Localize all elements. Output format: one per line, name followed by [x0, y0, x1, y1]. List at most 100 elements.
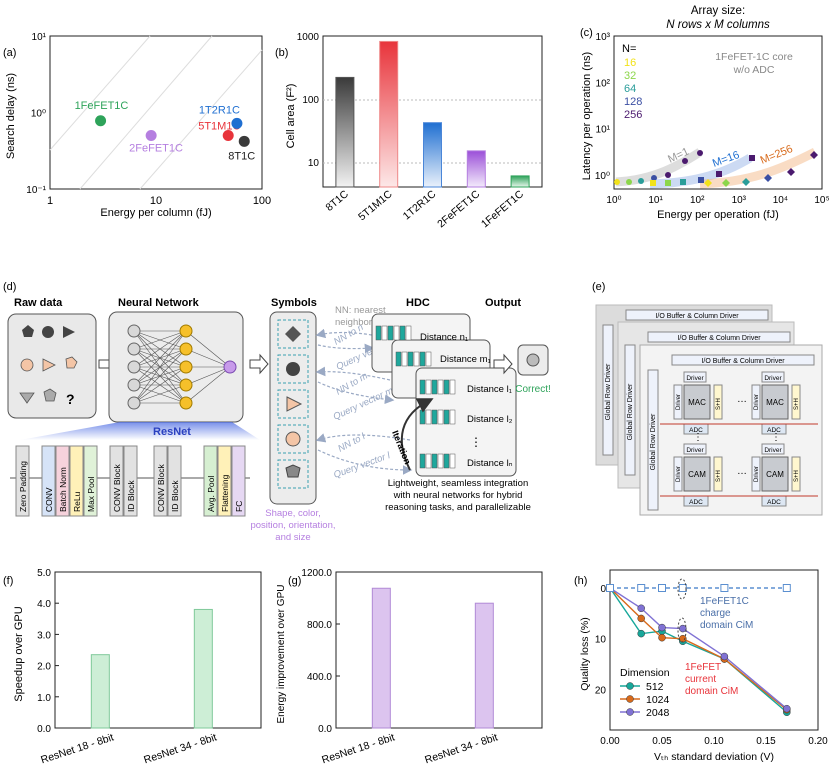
svg-text:Distance lₙ: Distance lₙ — [467, 458, 513, 469]
svg-text:Driver: Driver — [676, 394, 682, 410]
io-buffer — [671, 354, 815, 366]
svg-text:I/O Buffer & Column Driver: I/O Buffer & Column Driver — [655, 313, 739, 320]
global-row-driver — [647, 369, 659, 511]
svg-text:S+H: S+H — [794, 398, 800, 410]
layer-label: Zero Padding — [18, 461, 28, 512]
xtick-a: 100 — [253, 195, 271, 207]
svg-text:charge: charge — [700, 608, 731, 619]
scatter-point — [222, 130, 234, 142]
note-c-2: w/o ADC — [733, 64, 775, 76]
ytick-b: 10 — [308, 158, 320, 169]
layer-block — [55, 445, 70, 517]
ytick-a: 10⁻¹ — [26, 185, 46, 196]
svg-text:1FeFET1C: 1FeFET1C — [700, 596, 749, 607]
svg-text:Global Row Driver: Global Row Driver — [627, 383, 634, 440]
ylabel-f: Speedup over GPU — [13, 606, 25, 701]
point-label: 1FeFET1C — [75, 100, 129, 112]
point-label: 8T1C — [228, 150, 255, 162]
xtick-h: 0.05 — [652, 736, 672, 747]
question-mark: ? — [66, 391, 75, 407]
axis-ticks-c: 10⁰ 10¹ 10² 10³ 10⁴ 10⁵ 10³ 10² 10¹ 10⁰ — [595, 32, 830, 206]
legend-item: 64 — [624, 83, 636, 95]
scatter-points-a: 1FeFET1C 2FeFET1C 5T1M1C 1T2R1C 8T1C — [75, 100, 256, 163]
scatter-point — [95, 115, 107, 127]
layer-block — [15, 445, 30, 517]
cim-core — [761, 456, 789, 492]
hdc-caption: Lightweight, seamless integration with n… — [385, 478, 531, 513]
ytick: 4.0 — [37, 599, 51, 610]
xtick-h: 0.10 — [704, 736, 724, 747]
panel-label-a: (a) — [3, 47, 16, 59]
svg-text:I/O Buffer & Column Driver: I/O Buffer & Column Driver — [677, 335, 761, 342]
svg-text:I/O Buffer & Column Driver: I/O Buffer & Column Driver — [701, 358, 785, 365]
xtick-a: 10 — [150, 195, 162, 207]
ytick-b: 1000 — [297, 32, 320, 43]
nn-note-1: NN: nearest — [335, 305, 386, 316]
layer-label: ID Block — [126, 480, 136, 512]
bar — [193, 608, 213, 729]
svg-text:and size: and size — [275, 532, 310, 543]
xlabel-a: Energy per column (fJ) — [100, 207, 211, 219]
panel-label-e: (e) — [592, 281, 605, 293]
svg-text:S+H: S+H — [716, 470, 722, 482]
legend-item: 1024 — [646, 694, 670, 706]
ytick-c: 10⁰ — [595, 171, 610, 182]
title-c-2: N rows x M columns — [666, 19, 770, 31]
ytick-a: 10¹ — [32, 32, 47, 43]
panel-label-g: (g) — [288, 575, 301, 587]
ytick-c: 10³ — [596, 32, 611, 43]
ytick: 1.0 — [37, 693, 51, 704]
svg-text:position, orientation,: position, orientation, — [250, 520, 335, 531]
panel-d: (d) Raw data Neural Network Symbols HDC … — [3, 281, 551, 543]
series-marker — [637, 629, 645, 638]
layer-label: ID Block — [170, 480, 180, 512]
series-marker — [637, 584, 646, 592]
axis-ticks-a: 1 10 100 10¹ 10⁰ 10⁻¹ — [26, 32, 271, 207]
layer-block — [217, 445, 232, 517]
current-note: 1FeFET current domain CiM — [685, 662, 738, 697]
panel-a: (a) 1 10 100 10¹ 10⁰ 10⁻¹ Search delay (ns) E… — [3, 32, 271, 219]
resnet-layers: Zero Padding CONV Batch Norm ReLu Max Pool CO… — [15, 445, 246, 517]
layer-label: Flattening — [220, 474, 230, 512]
category-label: 2FeFET1C — [435, 188, 482, 230]
hdc-card-l — [415, 367, 517, 477]
category-label: 1FeFET1C — [479, 188, 526, 230]
hidden-neuron — [179, 378, 193, 392]
svg-text:Global Row Driver: Global Row Driver — [605, 363, 612, 420]
distance-labels: Distance n₁ Distance m₁ Distance l₁ Dist… — [420, 332, 513, 469]
ytick-h: 20 — [595, 685, 607, 696]
heading-output: Output — [485, 297, 521, 309]
svg-text:⋮: ⋮ — [771, 432, 781, 443]
ytick: 400.0 — [307, 672, 332, 683]
ytick: 2.0 — [37, 662, 51, 673]
input-neuron — [127, 396, 141, 410]
ytick-h: 10 — [595, 635, 607, 646]
series-marker — [782, 584, 791, 592]
input-neuron — [127, 342, 141, 356]
panel-h: (h) 0.00 0.05 0.10 0.15 0.20 0 10 20 Quality lo… — [574, 569, 828, 763]
svg-text:domain CiM: domain CiM — [685, 686, 738, 697]
charge-note: 1FeFET1C charge domain CiM — [700, 596, 753, 631]
series-marker — [720, 652, 729, 661]
svg-text:ADC: ADC — [767, 427, 781, 434]
cim-core — [683, 456, 711, 492]
heading-neural-network: Neural Network — [118, 297, 200, 309]
series-marker — [783, 704, 791, 713]
svg-text:CAM: CAM — [688, 470, 706, 479]
scatter-point — [231, 117, 243, 129]
category-label: ResNet 18 - 8bit — [320, 731, 396, 766]
panel-label-c: (c) — [580, 27, 593, 39]
ylabel-h: Quality loss (%) — [579, 617, 591, 691]
xtick-c: 10² — [690, 195, 705, 206]
scatter-point — [238, 135, 250, 147]
bar — [90, 654, 110, 729]
layer-label: ReLu — [72, 491, 82, 512]
layer-label: CONV Block — [112, 464, 122, 512]
network-graph — [127, 324, 237, 410]
hidden-neuron — [179, 396, 193, 410]
series-marker — [658, 584, 666, 592]
scatter-point — [145, 130, 157, 142]
